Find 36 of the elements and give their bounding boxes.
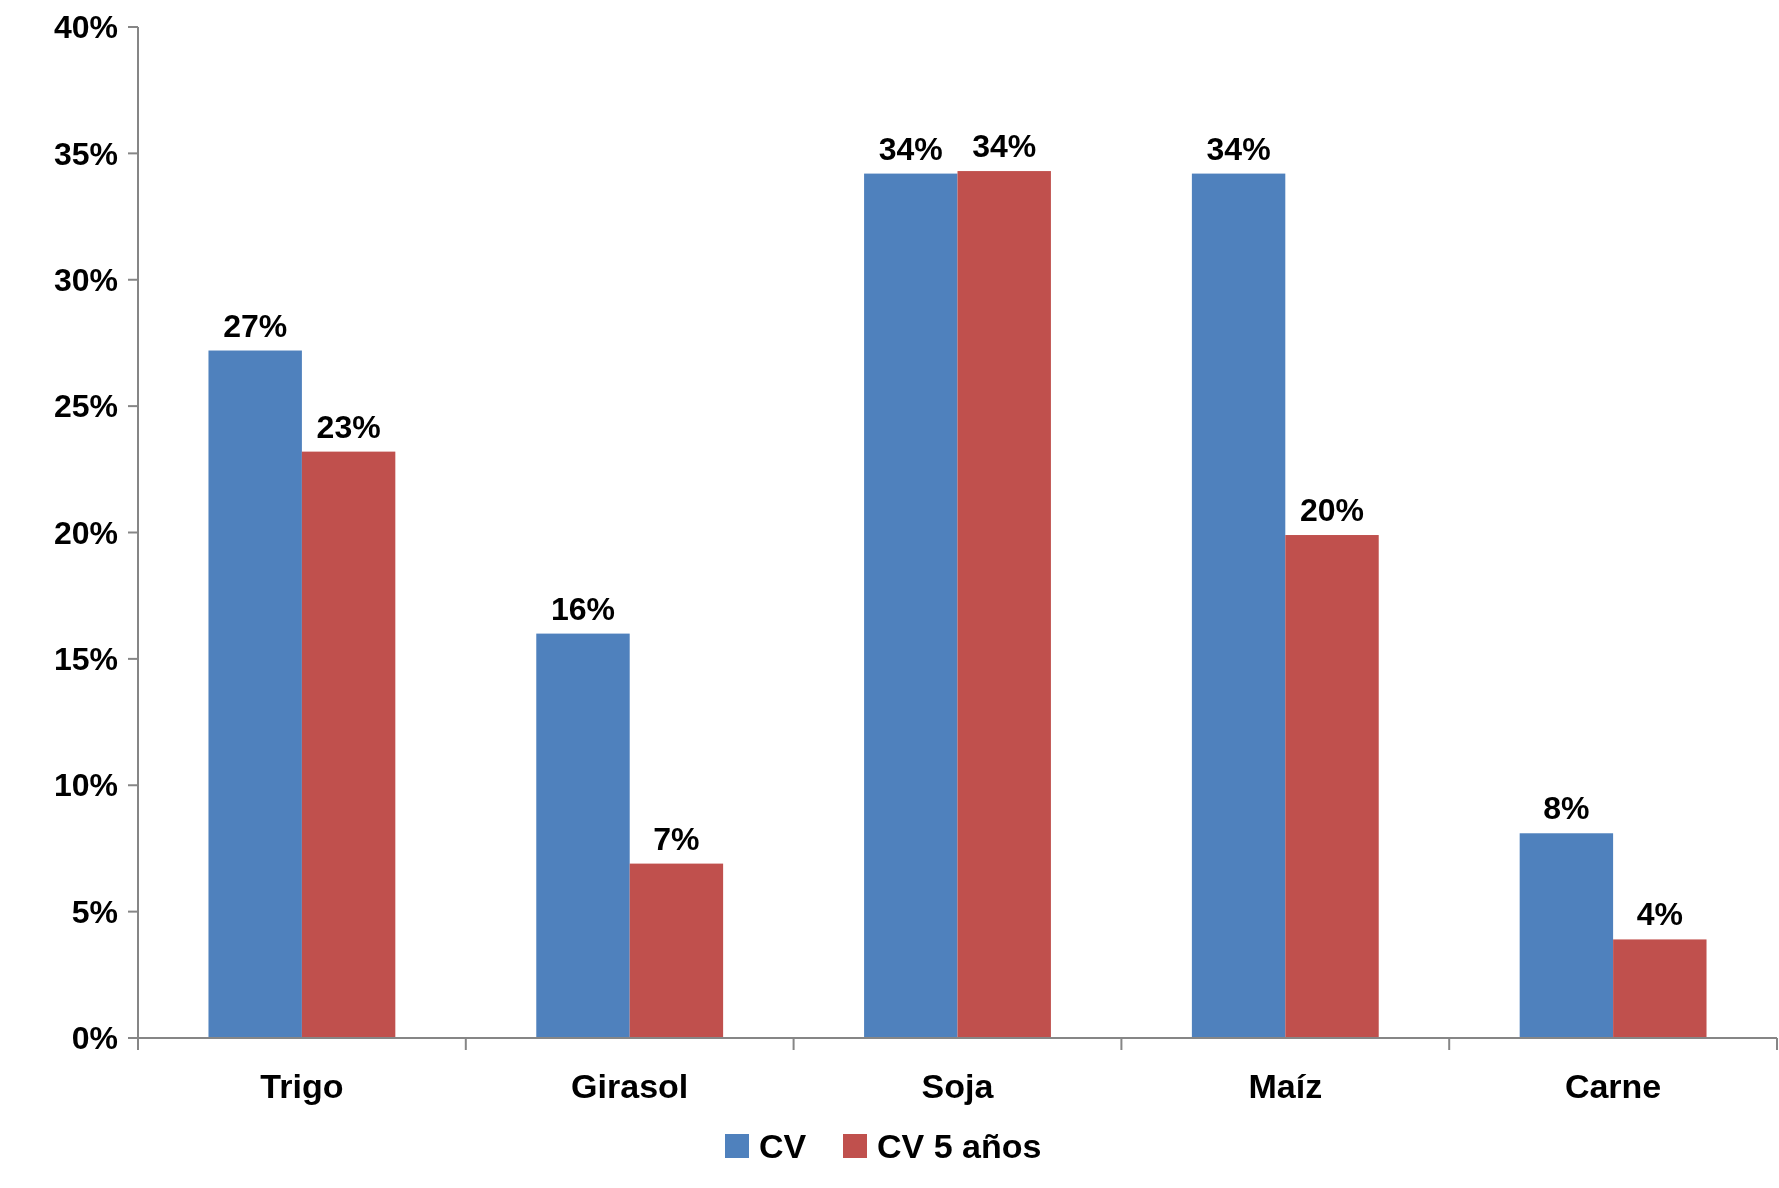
- data-label: 4%: [1636, 896, 1683, 933]
- data-label: 27%: [223, 307, 288, 344]
- legend-label: CV 5 años: [877, 1127, 1042, 1165]
- data-label: 34%: [878, 130, 943, 167]
- bar: [1191, 173, 1286, 1038]
- bar: [1519, 833, 1614, 1038]
- data-label: 16%: [550, 590, 616, 627]
- bar: [1285, 535, 1379, 1038]
- bar: [864, 173, 958, 1038]
- data-label: 34%: [1206, 130, 1271, 167]
- y-tick-label: 30%: [53, 261, 118, 298]
- y-tick-label: 5%: [71, 893, 118, 930]
- data-label: 8%: [1543, 790, 1590, 827]
- x-tick-label: Soja: [921, 1067, 995, 1105]
- data-label: 23%: [316, 408, 381, 445]
- y-tick-label: 25%: [53, 388, 118, 425]
- bar: [629, 863, 724, 1038]
- x-tick-label: Trigo: [260, 1067, 344, 1105]
- y-tick-label: 15%: [53, 641, 118, 678]
- x-tick-label: Maíz: [1248, 1067, 1323, 1105]
- data-label: 20%: [1299, 492, 1365, 529]
- y-tick-label: 10%: [53, 767, 118, 804]
- y-tick-label: 40%: [53, 9, 118, 46]
- data-label: 7%: [653, 820, 700, 857]
- legend-label: CV: [759, 1127, 807, 1165]
- x-tick-label: Girasol: [571, 1067, 689, 1105]
- bar: [1613, 939, 1707, 1038]
- bar: [208, 350, 302, 1038]
- bar: [301, 451, 396, 1038]
- data-label: 34%: [972, 128, 1037, 165]
- y-tick-label: 35%: [53, 135, 118, 172]
- y-tick-label: 20%: [53, 514, 118, 551]
- y-tick-label: 0%: [71, 1020, 118, 1057]
- bar: [957, 171, 1051, 1038]
- x-tick-label: Carne: [1564, 1067, 1662, 1105]
- bar: [536, 633, 630, 1038]
